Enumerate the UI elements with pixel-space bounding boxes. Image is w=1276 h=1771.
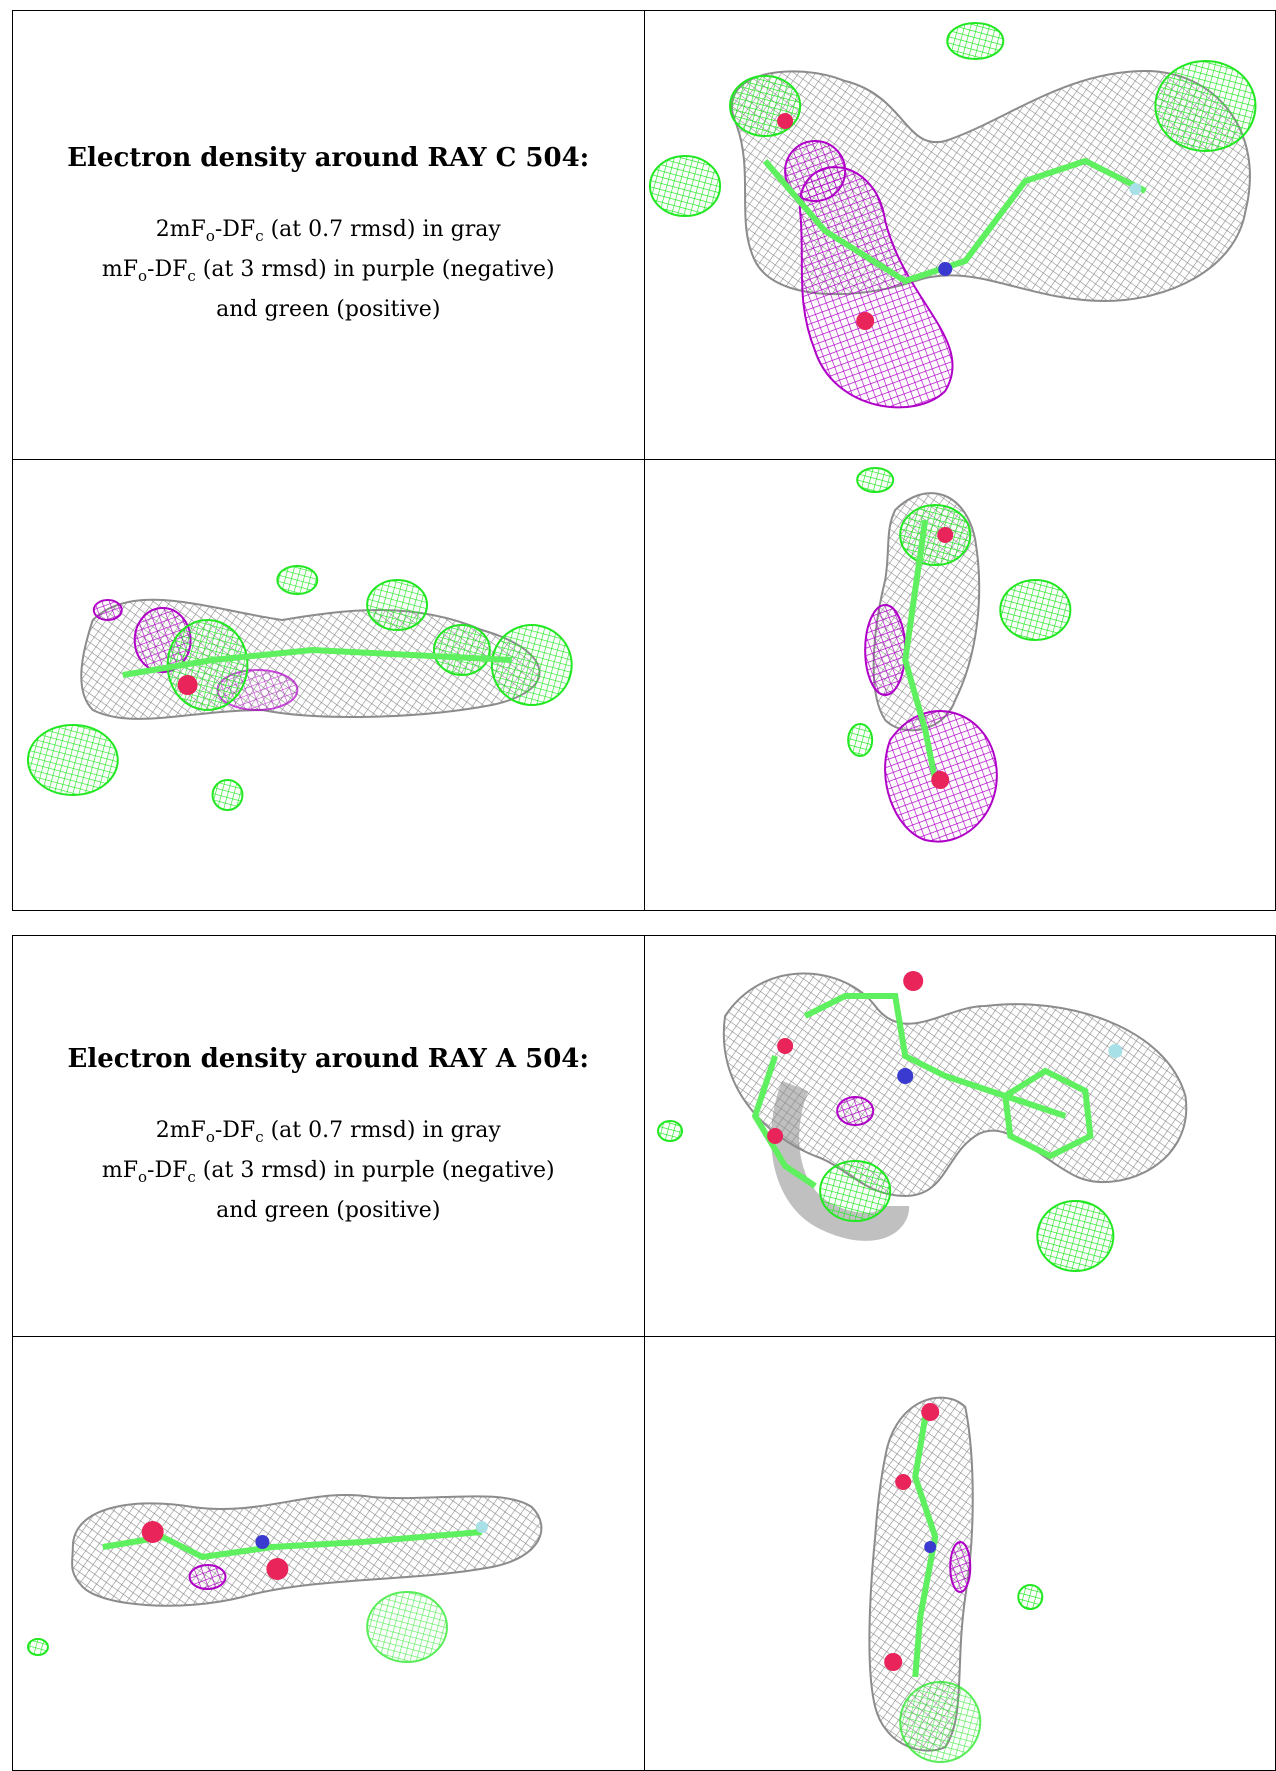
density-figure-table: Electron density around RAY A 504: 2mFo-… bbox=[12, 935, 1276, 1771]
density-render bbox=[656, 971, 1187, 1272]
density-render bbox=[846, 467, 1071, 843]
density-view-bottom-left bbox=[12, 459, 645, 911]
density-render bbox=[867, 1396, 1043, 1763]
caption-cell: Electron density around RAY A 504: 2mFo-… bbox=[12, 935, 645, 1337]
caption-cell: Electron density around RAY C 504: 2mFo-… bbox=[12, 10, 645, 460]
density-panel-ray-a-504: Electron density around RAY A 504: 2mFo-… bbox=[12, 935, 1276, 1771]
legend-line-positive: and green (positive) bbox=[216, 297, 441, 322]
legend-line-positive: and green (positive) bbox=[216, 1198, 441, 1223]
legend-line-fofc: mFo-DFc (at 3 rmsd) in purple (negative) bbox=[101, 1158, 555, 1186]
density-render bbox=[26, 565, 573, 811]
density-view-bottom-right bbox=[643, 1336, 1276, 1771]
density-view-bottom-right bbox=[643, 459, 1276, 911]
map-legend: 2mFo-DFc (at 0.7 rmsd) in gray mFo-DFc (… bbox=[13, 213, 643, 327]
density-figure-table: Electron density around RAY C 504: 2mFo-… bbox=[12, 10, 1276, 911]
legend-line-2fofc: 2mFo-DFc (at 0.7 rmsd) in gray bbox=[155, 217, 501, 245]
legend-line-fofc: mFo-DFc (at 3 rmsd) in purple (negative) bbox=[101, 257, 555, 285]
map-legend: 2mFo-DFc (at 0.7 rmsd) in gray mFo-DFc (… bbox=[13, 1114, 643, 1228]
density-panel-ray-c-504: Electron density around RAY C 504: 2mFo-… bbox=[12, 10, 1276, 911]
panel-heading: Electron density around RAY A 504: bbox=[67, 1044, 590, 1074]
density-render bbox=[648, 22, 1256, 409]
density-view-bottom-left bbox=[12, 1336, 645, 1771]
density-render bbox=[26, 1493, 543, 1663]
density-view-top-right bbox=[643, 935, 1276, 1337]
density-view-top-right bbox=[643, 10, 1276, 460]
legend-line-2fofc: 2mFo-DFc (at 0.7 rmsd) in gray bbox=[155, 1118, 501, 1146]
panel-heading: Electron density around RAY C 504: bbox=[67, 143, 590, 173]
